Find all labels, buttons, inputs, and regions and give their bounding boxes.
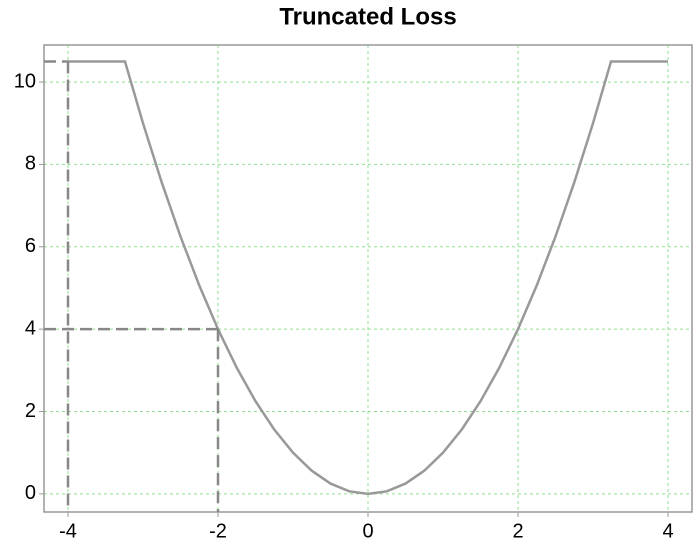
x-tick-label: -4: [59, 520, 77, 542]
x-tick-label: 4: [662, 520, 673, 542]
y-tick-label: 4: [25, 317, 36, 339]
y-tick-label: 0: [25, 482, 36, 504]
chart-title: Truncated Loss: [279, 3, 456, 30]
x-tick-label: 0: [362, 520, 373, 542]
x-tick-label: -2: [209, 520, 227, 542]
y-tick-label: 8: [25, 153, 36, 175]
y-tick-label: 6: [25, 235, 36, 257]
y-tick-label: 2: [25, 400, 36, 422]
x-tick-label: 2: [512, 520, 523, 542]
plot-frame: [43, 44, 693, 513]
y-tick-label: 10: [14, 70, 36, 92]
loss-curve: [68, 60, 668, 496]
